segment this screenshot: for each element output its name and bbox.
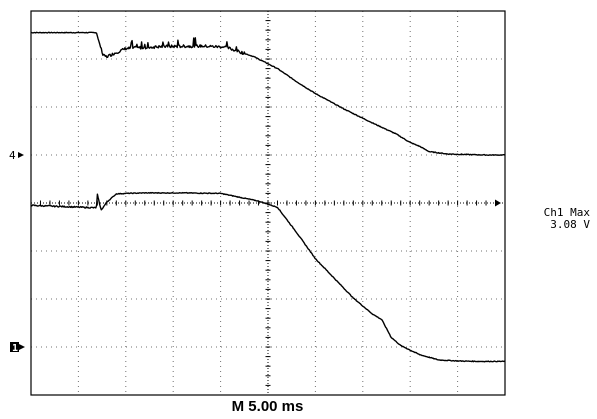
- measurement-name: Ch1 Max: [543, 206, 590, 219]
- channel-markers: 41: [9, 149, 501, 354]
- trace-channel-1: [31, 191, 506, 363]
- arrow-right-icon: [19, 344, 25, 350]
- trigger-level-arrow-icon: [495, 199, 501, 207]
- channel-marker-4: 4: [9, 149, 24, 162]
- graticule: [31, 11, 505, 395]
- channel-marker-1: 1: [10, 342, 25, 354]
- trace-channel-4: [31, 31, 506, 157]
- channel-marker-label: 4: [9, 149, 16, 162]
- graticule-frame: [30, 10, 506, 396]
- channel-marker-label: 1: [12, 343, 18, 354]
- arrow-right-icon: [18, 152, 24, 158]
- measurement-readout: Ch1 Max 3.08 V: [520, 207, 590, 231]
- measurement-value: 3.08 V: [550, 218, 590, 231]
- channel-marker-box: [10, 342, 19, 352]
- trace-layer: [31, 31, 506, 363]
- timebase-label: M 5.00 ms: [231, 398, 304, 415]
